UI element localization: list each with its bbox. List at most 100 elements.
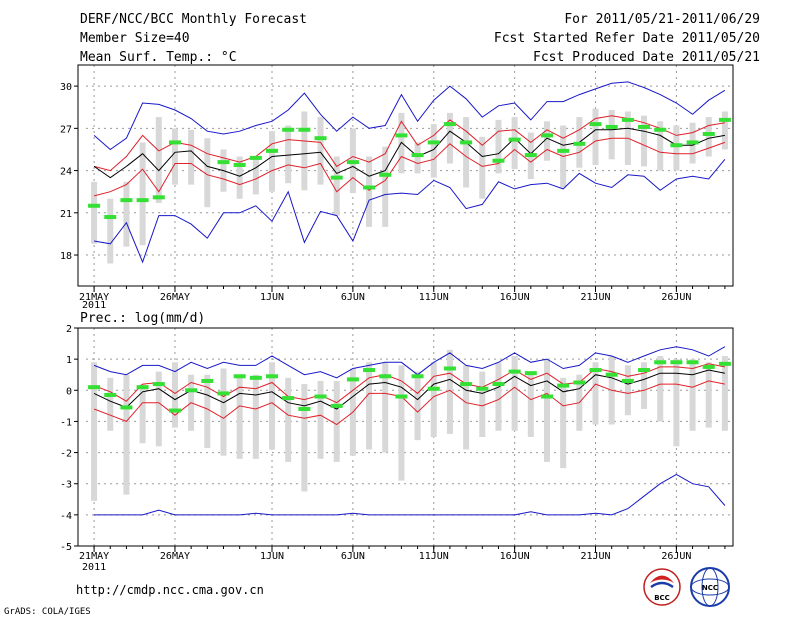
spread-box <box>139 142 146 246</box>
y-tick-label: 1 <box>66 355 72 366</box>
spread-box <box>366 362 373 450</box>
spread-box <box>641 362 648 409</box>
observed-marker <box>379 172 392 177</box>
spread-box <box>624 365 631 416</box>
observed-marker <box>492 158 505 163</box>
ncc-logo-text: NCC <box>702 584 718 592</box>
forecast-range: For 2011/05/21-2011/06/29 <box>564 12 760 27</box>
spread-box <box>301 384 308 492</box>
observed-marker <box>508 137 521 142</box>
spread-box <box>641 115 648 167</box>
observed-marker <box>670 143 683 148</box>
spread-box <box>91 362 98 501</box>
spread-box <box>252 374 259 459</box>
lower-quartile-line <box>93 137 726 197</box>
bcc-logo-text: BCC <box>654 594 670 602</box>
spread-box <box>236 374 243 459</box>
observed-marker <box>605 124 618 129</box>
spread-box <box>592 108 599 165</box>
observed-marker <box>88 203 101 208</box>
spread-box <box>689 359 696 431</box>
spread-box <box>155 117 162 203</box>
ncc-logo: NCC <box>690 567 730 607</box>
spread-box <box>463 117 470 188</box>
x-tick-label: 26JUN <box>661 292 691 303</box>
observed-marker <box>702 131 715 136</box>
spread-box <box>560 377 567 469</box>
observed-marker <box>605 372 618 377</box>
footer-url[interactable]: http://cmdp.ncc.cma.gov.cn <box>76 583 264 597</box>
spread-box <box>398 365 405 481</box>
spread-box <box>511 117 518 170</box>
observed-marker <box>298 127 311 132</box>
x-tick-label: 26JUN <box>661 551 691 562</box>
spread-box <box>608 110 615 160</box>
spread-box <box>463 365 470 450</box>
y-tick-label: -2 <box>60 449 72 460</box>
spread-box <box>155 371 162 447</box>
plot-frame <box>77 64 734 287</box>
observed-marker <box>266 148 279 153</box>
observed-marker <box>185 388 198 393</box>
bcc-logo-ring <box>643 568 681 606</box>
spread-box <box>107 198 114 264</box>
spread-box <box>366 156 373 227</box>
spread-box <box>123 374 130 495</box>
x-tick-label: 11JUN <box>419 551 449 562</box>
observed-marker <box>395 394 408 399</box>
observed-marker <box>346 377 359 382</box>
observed-marker <box>314 394 327 399</box>
observed-marker <box>638 368 651 373</box>
observed-marker <box>282 396 295 401</box>
observed-marker <box>120 405 133 410</box>
spread-box <box>430 362 437 437</box>
spread-box <box>171 128 178 185</box>
observed-marker <box>411 374 424 379</box>
spread-box <box>123 181 130 247</box>
observed-marker <box>346 160 359 165</box>
observed-marker <box>573 380 586 385</box>
spread-box <box>269 131 276 192</box>
observed-marker <box>249 155 262 160</box>
observed-marker <box>670 360 683 365</box>
x-year-label: 2011 <box>82 300 106 311</box>
observed-marker <box>395 133 408 138</box>
observed-marker <box>621 117 634 122</box>
spread-box <box>269 362 276 450</box>
spread-box <box>91 181 98 244</box>
y-tick-label: 24 <box>60 167 72 178</box>
observed-marker <box>330 403 343 408</box>
observed-marker <box>476 386 489 391</box>
x-tick-label: 26MAY <box>160 551 190 562</box>
x-tick-label: 26MAY <box>160 292 190 303</box>
member-size: Member Size=40 <box>80 31 190 46</box>
observed-marker <box>233 374 246 379</box>
y-tick-label: -3 <box>60 480 72 491</box>
y-tick-label: 27 <box>60 124 72 135</box>
spread-box <box>382 362 389 453</box>
spread-box <box>705 362 712 428</box>
observed-marker <box>104 392 117 397</box>
grads-credit: GrADS: COLA/IGES <box>4 607 91 617</box>
spread-box <box>430 124 437 178</box>
ncc-logo-ellipse-v <box>701 567 719 607</box>
observed-marker <box>443 366 456 371</box>
observed-marker <box>168 140 181 145</box>
max-line <box>93 81 726 151</box>
y-tick-label: 0 <box>66 386 72 397</box>
ncc-logo-ellipse-h <box>690 578 730 596</box>
spread-box <box>414 142 421 174</box>
observed-marker <box>443 122 456 127</box>
observed-marker <box>330 175 343 180</box>
observed-marker <box>363 368 376 373</box>
observed-marker <box>168 408 181 413</box>
observed-marker <box>654 360 667 365</box>
observed-marker <box>233 162 246 167</box>
spread-box <box>495 119 502 174</box>
spread-box <box>139 384 146 444</box>
spread-box <box>657 121 664 171</box>
median-line <box>93 369 725 410</box>
spread-box <box>220 368 227 456</box>
spread-box <box>301 111 308 191</box>
